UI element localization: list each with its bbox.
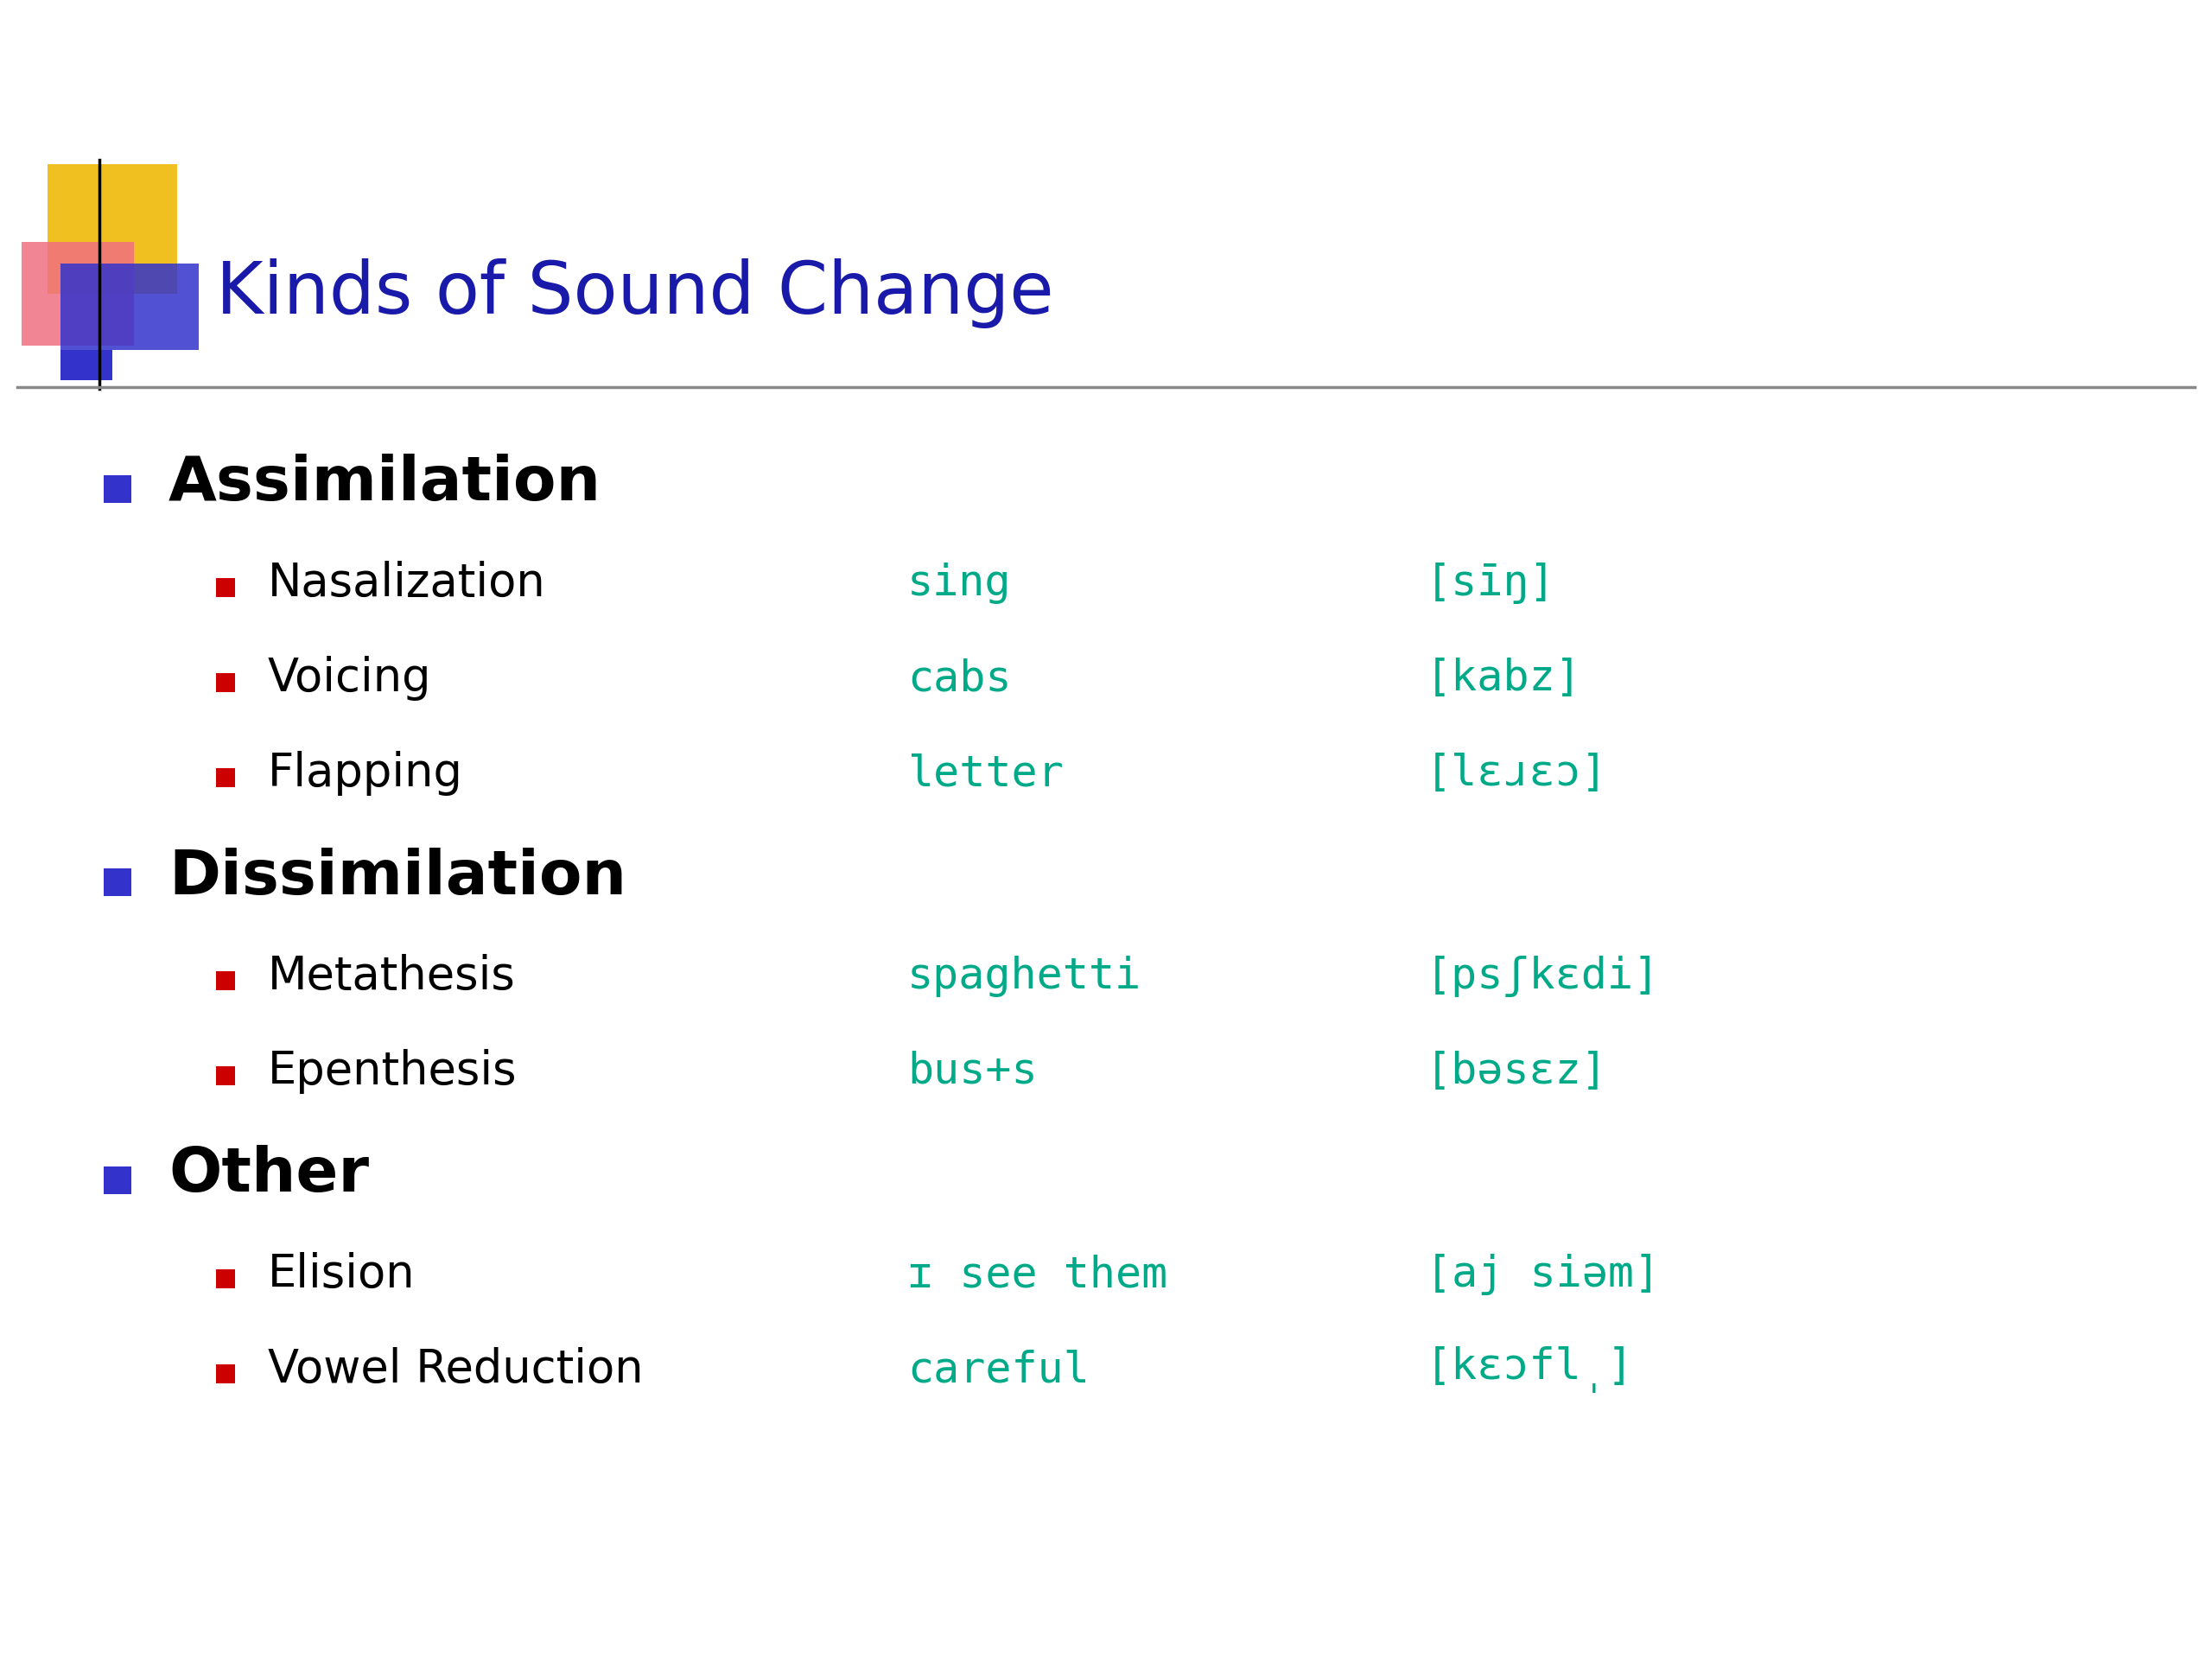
Text: Nasalization: Nasalization — [268, 561, 546, 606]
Text: Flapping: Flapping — [268, 752, 462, 796]
Text: Voicing: Voicing — [268, 655, 431, 700]
Text: Epenthesis: Epenthesis — [268, 1048, 518, 1093]
FancyBboxPatch shape — [217, 674, 234, 692]
FancyBboxPatch shape — [104, 1166, 131, 1194]
Text: cabs: cabs — [907, 657, 1011, 698]
Text: bus+s: bus+s — [907, 1050, 1037, 1092]
Text: ɪ see them: ɪ see them — [907, 1254, 1168, 1296]
FancyBboxPatch shape — [60, 264, 199, 350]
Text: spaghetti: spaghetti — [907, 956, 1141, 997]
FancyBboxPatch shape — [217, 1067, 234, 1085]
FancyBboxPatch shape — [217, 577, 234, 597]
FancyBboxPatch shape — [217, 1269, 234, 1289]
Text: careful: careful — [907, 1349, 1091, 1390]
Text: [lɛɹɛɔ]: [lɛɹɛɔ] — [1427, 753, 1608, 795]
Text: Vowel Reduction: Vowel Reduction — [268, 1347, 644, 1392]
Text: [kabz]: [kabz] — [1427, 657, 1582, 698]
FancyBboxPatch shape — [60, 350, 113, 380]
Text: Kinds of Sound Change: Kinds of Sound Change — [217, 259, 1053, 328]
Text: letter: letter — [907, 753, 1064, 795]
Text: Metathesis: Metathesis — [268, 954, 515, 999]
FancyBboxPatch shape — [217, 1364, 234, 1384]
Text: Assimilation: Assimilation — [168, 455, 602, 514]
Text: Dissimilation: Dissimilation — [168, 848, 626, 907]
Text: Elision: Elision — [268, 1253, 416, 1297]
Text: [aj siəm]: [aj siəm] — [1427, 1254, 1659, 1296]
FancyBboxPatch shape — [104, 868, 131, 896]
FancyBboxPatch shape — [22, 242, 135, 345]
Text: [kɛɔfl̩]: [kɛɔfl̩] — [1427, 1345, 1635, 1394]
FancyBboxPatch shape — [46, 164, 177, 294]
Text: Other: Other — [168, 1145, 369, 1204]
Text: sing: sing — [907, 562, 1011, 604]
FancyBboxPatch shape — [217, 768, 234, 786]
Text: [psʃkɛdi]: [psʃkɛdi] — [1427, 956, 1659, 997]
Text: [bəsɛz]: [bəsɛz] — [1427, 1050, 1608, 1092]
Text: [sīŋ]: [sīŋ] — [1427, 562, 1555, 604]
FancyBboxPatch shape — [217, 971, 234, 990]
FancyBboxPatch shape — [104, 474, 131, 503]
